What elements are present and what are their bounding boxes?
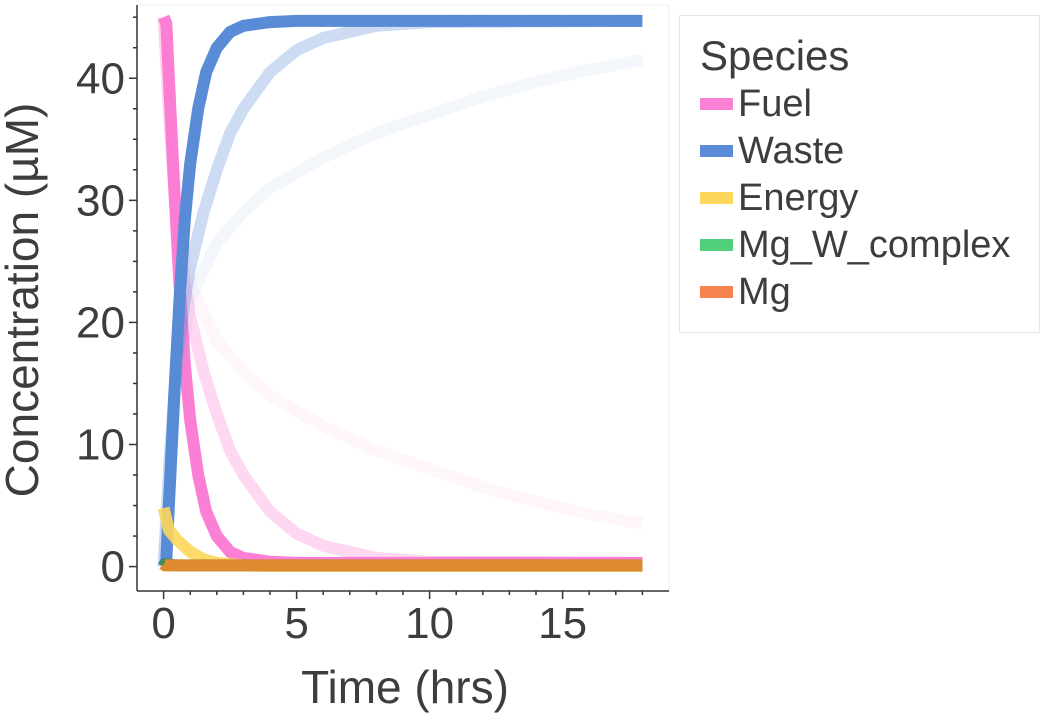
legend-swatch (700, 239, 733, 251)
y-axis-title: Concentration (µM) (0, 103, 48, 498)
y-tick-label: 40 (76, 54, 125, 103)
series-line-fuel-0 (158, 14, 643, 569)
series-line-fuel-2 (157, 16, 644, 530)
y-tick-label: 20 (76, 298, 125, 347)
legend-label: Fuel (738, 82, 812, 125)
legend-swatch (700, 286, 733, 298)
legend-item-mg-w-complex: Mg_W_complex (700, 222, 1010, 268)
legend-label: Mg (738, 270, 791, 313)
series-line-waste-4 (157, 14, 643, 567)
legend-label: Energy (738, 176, 859, 219)
x-tick-label: 10 (405, 599, 454, 648)
legend-item-energy: Energy (700, 175, 858, 221)
x-axis-title: Time (hrs) (301, 661, 509, 713)
series-layer (157, 14, 644, 572)
legend-swatch (700, 192, 733, 204)
series-line-waste-3 (158, 14, 643, 570)
legend-item-mg: Mg (700, 269, 791, 315)
legend-item-fuel: Fuel (700, 81, 812, 127)
legend-swatch (700, 98, 733, 110)
x-tick-label: 15 (538, 599, 587, 648)
legend-title: Species (700, 32, 850, 79)
y-tick-label: 30 (76, 176, 125, 225)
axes (136, 5, 669, 592)
series-line-mg-8 (158, 559, 643, 572)
x-tick-label: 0 (151, 599, 175, 648)
series-line-waste-5 (157, 53, 644, 568)
plot-area (136, 4, 670, 592)
legend-swatch (700, 145, 733, 157)
legend: Species Fuel Waste Energy Mg_W_complex Mg (679, 15, 1040, 333)
legend-label: Mg_W_complex (738, 223, 1011, 266)
legend-item-waste: Waste (700, 128, 844, 174)
y-tick-label: 10 (76, 421, 125, 470)
y-tick-label: 0 (101, 543, 125, 592)
legend-label: Waste (738, 129, 845, 172)
x-tick-label: 5 (284, 599, 308, 648)
ticks: 0 10 20 30 40 0 5 10 15 (76, 16, 644, 648)
series-line-fuel-1 (157, 16, 643, 569)
